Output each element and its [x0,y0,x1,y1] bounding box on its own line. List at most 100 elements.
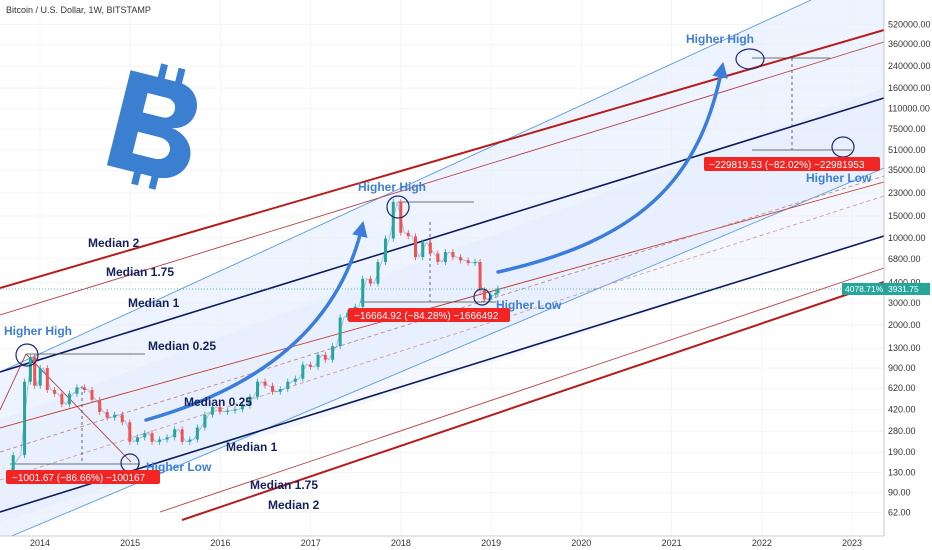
projection-arrows [144,61,728,422]
y-tick-label: 23000.00 [888,188,926,198]
price-axis-ticks: 520000.00 360000.00 240000.00 160000.00 1100… [888,19,931,517]
svg-text:−16664.92 (−84.28%) −1666492: −16664.92 (−84.28%) −1666492 [354,311,499,322]
candle-body [53,390,57,394]
y-tick-label: 160000.00 [888,83,931,93]
y-tick-label: 75000.00 [888,124,926,134]
candle-body [143,433,147,438]
median-dashed-line [0,195,885,481]
candle-body [376,262,380,284]
projection-arrow-2019-2021 [496,61,728,274]
candle-body [203,414,207,428]
median-1-upper-line [0,97,885,373]
candle-body [240,405,244,410]
drop-line-2014 [25,353,132,463]
label-median-1-75-upper: Median 1.75 [106,265,174,279]
x-tick-label: 2022 [752,538,772,548]
y-tick-label: 420.00 [888,404,916,414]
label-median-1-75-lower: Median 1.75 [250,478,318,492]
candle-body [158,439,162,442]
x-tick-label: 2015 [120,538,140,548]
candle-body [482,290,486,300]
x-tick-label: 2023 [842,538,862,548]
x-tick-label: 2016 [210,538,230,548]
candle-body [263,381,267,386]
label-higher-high-2017: Higher High [358,180,426,194]
candle-body [459,257,463,261]
candle-body [466,260,470,263]
candle-body [338,317,342,347]
candle-body [489,294,493,300]
candle-body [413,236,417,258]
y-tick-label: 51000.00 [888,145,926,155]
y-tick-label: 90.00 [888,488,911,498]
candle-body [120,414,124,423]
candle-body [173,429,177,438]
candle-body [218,406,222,412]
y-tick-label: 15000.00 [888,211,926,221]
y-tick-label: 35000.00 [888,165,926,175]
svg-text:4078.71%: 4078.71% [845,284,884,294]
candle-body [443,252,447,263]
candle-body [33,357,37,386]
candle-body [90,390,94,400]
candle-body [105,411,109,418]
label-higher-low-2018: Higher Low [496,298,562,312]
time-axis-panel [0,536,932,550]
candle-body [226,410,230,412]
candle-body [23,381,27,456]
pivot-circle-2013-high [15,343,39,367]
candle-body [323,354,327,360]
candle-body [195,427,199,440]
price-tag-change: 4078.71% [842,283,884,295]
bitcoin-logo-icon [106,63,198,190]
drawdown-label-2018: −16664.92 (−84.28%) −1666492 [348,308,510,322]
candle-body [256,381,260,397]
drawdown-label-2014: −1001.67 (−86.66%) −100167 [6,470,160,484]
candle-body [301,364,305,379]
candle-body [451,252,455,258]
candle-body [150,433,154,442]
x-tick-label: 2014 [30,538,50,548]
y-tick-label: 2000.00 [888,320,921,330]
drawdown-label-projected: −229819.53 (−82.02%) −22981953 [704,157,880,171]
outer-channel-upper-line [0,0,812,373]
y-tick-label: 520000.00 [888,19,931,29]
candle-body [180,429,184,442]
y-tick-label: 130.00 [888,468,916,478]
y-tick-label: 3000.00 [888,298,921,308]
candle-body [82,387,86,390]
candle-body [406,232,410,237]
svg-text:−229819.53 (−82.02%) −22981953: −229819.53 (−82.02%) −22981953 [709,160,865,171]
candle-body [286,381,290,390]
x-tick-label: 2017 [301,538,321,548]
label-median-2-lower: Median 2 [268,498,320,512]
y-tick-label: 360000.00 [888,39,931,49]
projection-arrow-2015-2017 [144,220,368,422]
candle-body [38,368,42,386]
label-median-2-upper: Median 2 [88,236,140,250]
channel-lines [0,0,885,542]
candle-body [428,242,432,254]
vertical-grid [39,0,853,536]
candle-body [278,389,282,392]
candle-body [494,293,498,295]
candle-body [210,406,214,415]
candle-body [128,422,132,442]
pivot-circles [15,48,855,473]
label-median-1-lower: Median 1 [226,440,278,454]
y-tick-label: 6800.00 [888,254,921,264]
candle-body [28,357,32,382]
candle-body [421,242,425,258]
y-tick-label: 190.00 [888,447,916,457]
y-tick-label: 10000.00 [888,233,926,243]
label-higher-low-projected: Higher Low [806,171,872,185]
x-tick-label: 2018 [391,538,411,548]
y-tick-label: 240000.00 [888,61,931,71]
channel-shading [0,0,884,541]
y-tick-label: 110000.00 [888,103,930,113]
candle-body [271,385,275,392]
candle-body [478,262,482,291]
rise-line-2013 [0,353,27,411]
label-median-1-upper: Median 1 [128,296,180,310]
